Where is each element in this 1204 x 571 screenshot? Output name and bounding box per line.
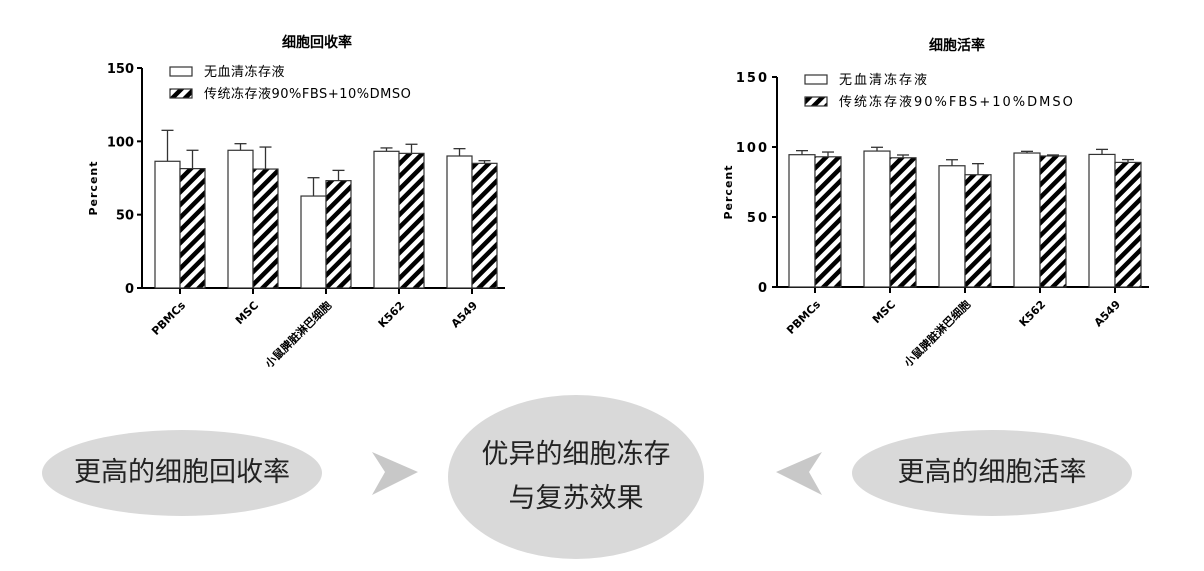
legend-swatch xyxy=(804,74,828,85)
y-tick-label: 50 xyxy=(747,211,769,226)
recovery-label: 更高的细胞回收率 xyxy=(74,457,290,488)
bar-traditional xyxy=(814,156,842,288)
legend-label: 无血清冻存液 xyxy=(204,64,285,80)
center-ellipse: 优异的细胞冻存 与复苏效果 xyxy=(448,395,704,559)
bar-traditional xyxy=(964,174,992,288)
x-tick-label: 小鼠脾脏淋巴细胞 xyxy=(900,297,973,370)
bar-serum-free xyxy=(446,155,473,289)
bar-traditional xyxy=(325,180,352,289)
y-axis-label: Percent xyxy=(87,160,100,215)
y-tick-label: 0 xyxy=(125,282,134,297)
x-tick-label: PBMCs xyxy=(784,298,823,337)
bar-traditional xyxy=(889,157,917,288)
bar-serum-free xyxy=(788,154,816,288)
legend-label: 无血清冻存液 xyxy=(839,72,929,88)
y-tick-label: 150 xyxy=(107,62,134,77)
center-label-1: 优异的细胞冻存 xyxy=(481,439,671,470)
x-tick-label: MSC xyxy=(233,299,261,327)
y-tick-label: 100 xyxy=(736,141,769,156)
y-tick-label: 0 xyxy=(758,281,769,296)
viability-label: 更高的细胞活率 xyxy=(897,457,1087,488)
legend-label: 传统冻存液90%FBS+10%DMSO xyxy=(839,94,1075,110)
x-tick-label: MSC xyxy=(870,298,898,326)
center-label-2: 与复苏效果 xyxy=(508,483,644,514)
recovery-ellipse: 更高的细胞回收率 xyxy=(42,430,322,516)
bar-traditional xyxy=(398,152,425,289)
bar-traditional xyxy=(252,168,279,289)
legend-swatch xyxy=(804,96,828,107)
bar-traditional xyxy=(1039,155,1067,288)
bar-serum-free xyxy=(938,165,966,288)
legend-swatch xyxy=(169,88,193,99)
x-tick-label: A549 xyxy=(1092,298,1123,329)
bar-traditional xyxy=(1114,161,1142,288)
bar-serum-free xyxy=(300,195,327,289)
chart-title: 细胞活率 xyxy=(929,37,985,54)
y-tick-label: 50 xyxy=(116,209,134,224)
x-tick-label: PBMCs xyxy=(149,299,188,338)
x-tick-label: K562 xyxy=(1017,298,1048,329)
x-tick-label: K562 xyxy=(376,299,407,330)
y-tick-label: 100 xyxy=(107,135,134,150)
bar-serum-free xyxy=(1088,153,1116,288)
bar-serum-free xyxy=(227,149,254,289)
bar-serum-free xyxy=(863,150,891,288)
legend-label: 传统冻存液90%FBS+10%DMSO xyxy=(204,86,411,102)
legend-swatch xyxy=(169,66,193,77)
x-tick-label: A549 xyxy=(449,299,480,330)
y-axis-label: Percent xyxy=(722,164,735,219)
bar-serum-free xyxy=(373,150,400,289)
bar-serum-free xyxy=(154,160,181,289)
y-tick-label: 150 xyxy=(736,71,769,86)
arrow-right-icon xyxy=(372,452,418,495)
viability-ellipse: 更高的细胞活率 xyxy=(852,430,1132,516)
x-tick-label: 小鼠脾脏淋巴细胞 xyxy=(261,298,334,371)
chart-title: 细胞回收率 xyxy=(282,34,352,51)
bar-traditional xyxy=(179,168,206,289)
bar-serum-free xyxy=(1013,152,1041,288)
arrow-left-icon xyxy=(776,452,822,495)
bar-traditional xyxy=(471,162,498,289)
